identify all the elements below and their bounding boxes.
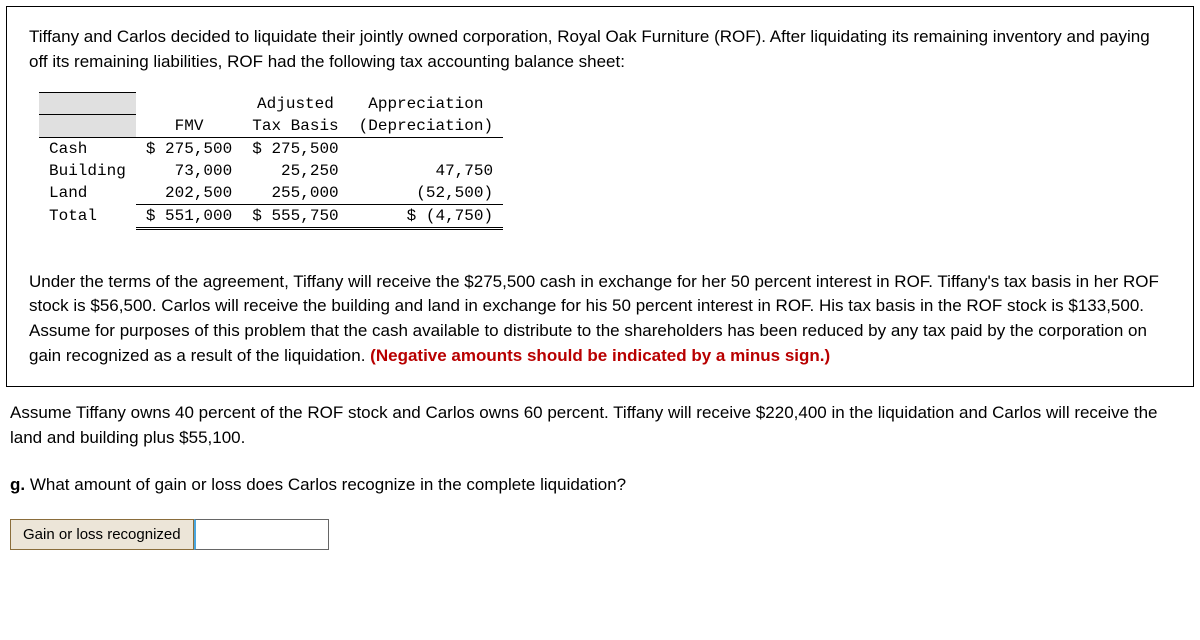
answer-label: Gain or loss recognized <box>10 519 194 550</box>
followup-section: Assume Tiffany owns 40 percent of the RO… <box>0 401 1200 550</box>
row-cash: Cash $ 275,500 $ 275,500 <box>39 137 503 160</box>
total-fmv: $ 551,000 <box>136 204 242 228</box>
building-fmv: 73,000 <box>136 160 242 182</box>
header-blank-1 <box>39 93 136 115</box>
answer-row: Gain or loss recognized <box>10 519 1190 550</box>
header-fmv: FMV <box>136 115 242 138</box>
problem-box: Tiffany and Carlos decided to liquidate … <box>6 6 1194 387</box>
cash-adj: $ 275,500 <box>242 137 348 160</box>
cash-app <box>349 137 503 160</box>
building-adj: 25,250 <box>242 160 348 182</box>
total-label: Total <box>39 204 136 228</box>
row-building: Building 73,000 25,250 47,750 <box>39 160 503 182</box>
details-bold: (Negative amounts should be indicated by… <box>370 346 830 365</box>
header-blank-2 <box>39 115 136 138</box>
intro-paragraph: Tiffany and Carlos decided to liquidate … <box>29 25 1171 74</box>
header-app-line2: (Depreciation) <box>349 115 503 138</box>
question-prefix: g. <box>10 475 30 494</box>
land-app: (52,500) <box>349 182 503 205</box>
answer-input[interactable] <box>194 519 329 550</box>
building-app: 47,750 <box>349 160 503 182</box>
header-adj-line2: Tax Basis <box>242 115 348 138</box>
scenario-text: Assume Tiffany owns 40 percent of the RO… <box>10 401 1190 450</box>
details-paragraph: Under the terms of the agreement, Tiffan… <box>29 270 1171 369</box>
row-total: Total $ 551,000 $ 555,750 $ (4,750) <box>39 204 503 228</box>
cash-fmv: $ 275,500 <box>136 137 242 160</box>
building-label: Building <box>39 160 136 182</box>
land-label: Land <box>39 182 136 205</box>
row-land: Land 202,500 255,000 (52,500) <box>39 182 503 205</box>
cash-label: Cash <box>39 137 136 160</box>
header-app-line1: Appreciation <box>349 93 503 115</box>
balance-sheet-table: Adjusted Appreciation FMV Tax Basis (Dep… <box>39 92 503 230</box>
question-text: What amount of gain or loss does Carlos … <box>30 475 626 494</box>
land-fmv: 202,500 <box>136 182 242 205</box>
total-app: $ (4,750) <box>349 204 503 228</box>
question-g: g. What amount of gain or loss does Carl… <box>10 473 1190 498</box>
total-adj: $ 555,750 <box>242 204 348 228</box>
header-adj-line1: Adjusted <box>242 93 348 115</box>
header-fmv-blank <box>136 93 242 115</box>
land-adj: 255,000 <box>242 182 348 205</box>
